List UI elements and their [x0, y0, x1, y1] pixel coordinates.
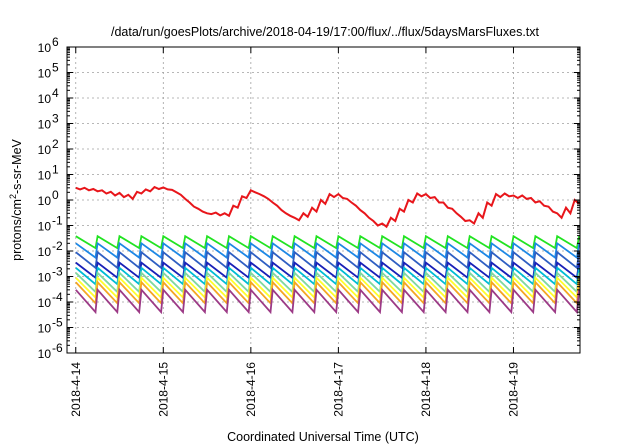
y-tick-label: 10 [38, 41, 52, 55]
y-axis-label: protons/cm2-s-sr-MeV [8, 138, 24, 260]
y-tick-exponent: -6 [52, 341, 63, 355]
y-axis-label-base: protons/cm [10, 199, 24, 261]
y-tick-exponent: -4 [52, 290, 63, 304]
y-axis-label-sup: 2 [8, 194, 18, 199]
y-tick-label: 10 [38, 67, 52, 81]
y-tick-exponent: 5 [52, 61, 59, 75]
x-tick-label: 2018-4-18 [419, 362, 433, 417]
x-tick-label: 2018-4-15 [156, 362, 170, 417]
y-tick-label: 10 [38, 347, 52, 361]
x-tick-label: 2018-4-17 [331, 362, 345, 417]
series-line-1 [75, 185, 580, 229]
y-tick-exponent: -1 [52, 214, 63, 228]
y-tick-label: 10 [38, 296, 52, 310]
grid [67, 47, 580, 353]
y-tick-label: 10 [38, 194, 52, 208]
y-tick-label: 10 [38, 143, 52, 157]
y-tick-label: 10 [38, 220, 52, 234]
y-tick-exponent: 2 [52, 137, 59, 151]
y-tick-label: 10 [38, 245, 52, 259]
y-axis-label-rest: -s-sr-MeV [10, 138, 24, 194]
series-line-4 [75, 250, 580, 270]
chart-title: /data/run/goesPlots/archive/2018-04-19/1… [111, 25, 540, 39]
y-tick-exponent: -3 [52, 265, 63, 279]
y-tick-label: 10 [38, 169, 52, 183]
y-tick-exponent: 1 [52, 163, 59, 177]
x-axis-label: Coordinated Universal Time (UTC) [227, 430, 419, 444]
series-layer [75, 185, 580, 315]
x-tick-label: 2018-4-19 [506, 362, 520, 417]
x-tick-label: 2018-4-14 [69, 362, 83, 417]
y-tick-labels: 10 -610 -510 -410 -310 -210 -110 010 110 210 310 41… [38, 35, 63, 361]
y-tick-exponent: -2 [52, 239, 63, 253]
series-line-10 [75, 287, 580, 315]
ticks [67, 46, 580, 354]
x-tick-label: 2018-4-16 [244, 362, 258, 417]
y-tick-exponent: -5 [52, 316, 63, 330]
y-tick-exponent: 4 [52, 86, 59, 100]
y-tick-label: 10 [38, 92, 52, 106]
y-tick-label: 10 [38, 271, 52, 285]
series-line-3 [75, 241, 580, 260]
series-line-2 [75, 234, 580, 250]
y-tick-label: 10 [38, 118, 52, 132]
y-tick-exponent: 6 [52, 35, 59, 49]
y-tick-label: 10 [38, 322, 52, 336]
x-tick-labels: 2018-4-14 2018-4-15 2018-4-16 2018-4-17 2018… [69, 362, 521, 417]
y-tick-exponent: 0 [52, 188, 59, 202]
y-tick-exponent: 3 [52, 112, 59, 126]
